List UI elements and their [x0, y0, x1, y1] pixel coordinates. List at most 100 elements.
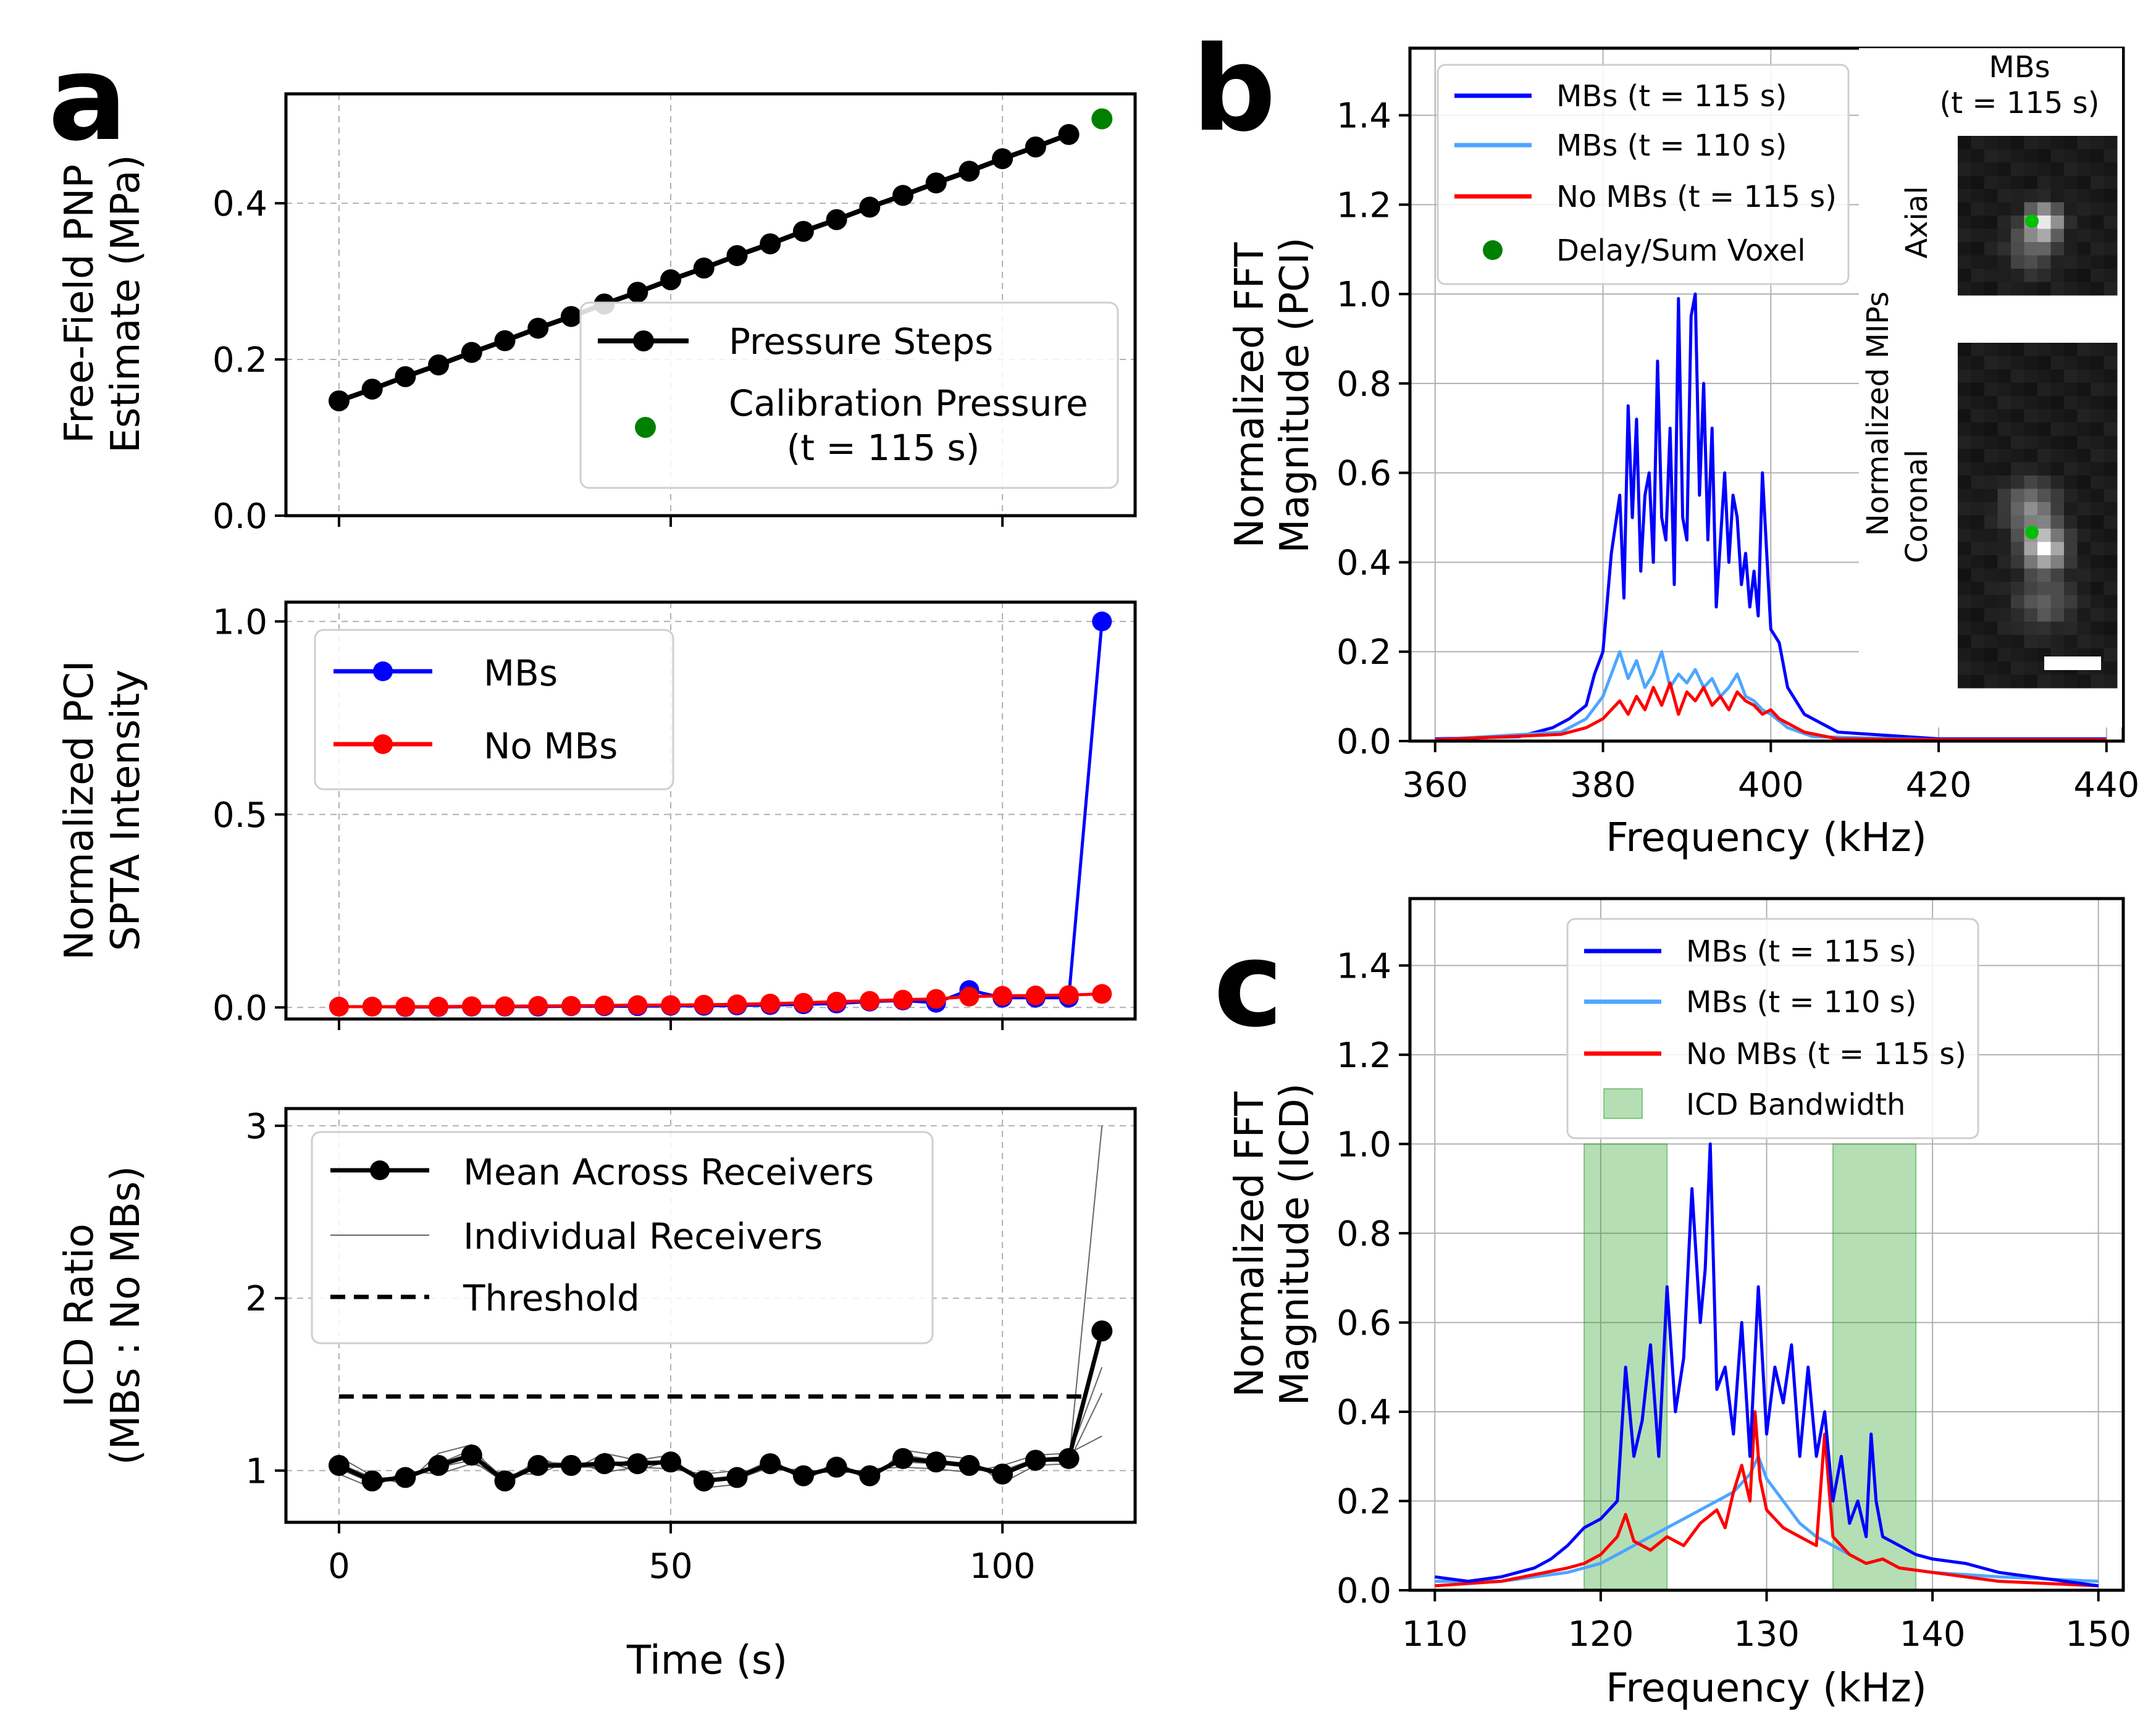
coronal-img-pixel [1997, 462, 2011, 476]
a3-legend-marker-mean [370, 1160, 390, 1180]
coronal-img-pixel [2091, 476, 2104, 489]
axial-img-pixel [1971, 175, 1985, 190]
coronal-img-pixel [2064, 382, 2078, 396]
coronal-img-pixel [2011, 502, 2024, 516]
c-ytick-label: 1.2 [1336, 1036, 1391, 1076]
inset-axial-label: Axial [1900, 186, 1934, 258]
axial-img-pixel [2024, 255, 2038, 269]
a3-point-mean [925, 1451, 947, 1473]
coronal-img-pixel [2077, 462, 2091, 476]
axial-img-pixel [2091, 242, 2104, 256]
axial-img-pixel [1984, 255, 1998, 269]
coronal-img-pixel [1958, 621, 1971, 635]
axial-img-pixel [2064, 136, 2078, 149]
a2-legend-label-mbs: MBs [484, 652, 558, 694]
axial-img-pixel [2104, 229, 2118, 243]
coronal-img-pixel [1958, 661, 1971, 675]
coronal-img-pixel [2050, 582, 2065, 595]
coronal-img-pixel [2091, 502, 2104, 516]
a1-point-pressure [958, 161, 980, 182]
coronal-img-pixel [2104, 356, 2118, 370]
coronal-img-pixel [2037, 382, 2051, 396]
coronal-img-pixel [1971, 529, 1985, 542]
coronal-img-pixel [2091, 515, 2104, 529]
axial-img-pixel [1997, 269, 2011, 282]
c-ylabel-line2: Magnitude (ICD) [1272, 1083, 1318, 1406]
coronal-img-pixel [1971, 515, 1985, 529]
axial-img-pixel [2104, 255, 2118, 269]
axial-img-pixel [1997, 242, 2011, 256]
a3-legend-label-mean: Mean Across Receivers [463, 1151, 874, 1193]
coronal-img-pixel [2037, 422, 2051, 436]
axial-img-pixel [2024, 269, 2038, 282]
axial-img-pixel [2064, 242, 2078, 256]
a3-point-mean [361, 1470, 383, 1491]
a2-point-no-mbs [429, 997, 449, 1017]
a1-point-pressure [627, 282, 648, 303]
b-legend-label-mbs115: MBs (t = 115 s) [1556, 79, 1787, 114]
coronal-img-pixel [1971, 595, 1985, 609]
axial-img-pixel [1958, 202, 1971, 216]
coronal-img-pixel [1984, 529, 1998, 542]
coronal-img-pixel [2024, 595, 2038, 609]
a3-ytick-label: 2 [245, 1279, 267, 1319]
axial-img-pixel [2037, 282, 2051, 296]
axial-img-pixel [2037, 202, 2051, 216]
a2-point-no-mbs [826, 991, 847, 1012]
coronal-img-pixel [2077, 568, 2091, 582]
coronal-img-pixel [2037, 476, 2051, 489]
coronal-img-pixel [2064, 435, 2078, 450]
axial-img-pixel [1997, 202, 2011, 216]
coronal-img-pixel [2050, 356, 2065, 370]
coronal-img-pixel [1958, 555, 1971, 569]
axial-img-pixel [2104, 149, 2118, 163]
coronal-img-pixel [2104, 595, 2118, 609]
a1-point-pressure [693, 258, 715, 279]
coronal-img-pixel [2024, 608, 2038, 622]
axial-img-pixel [2037, 229, 2051, 243]
coronal-img-pixel [2011, 476, 2024, 489]
a1-ylabel-line1: Free-Field PNP [57, 164, 103, 443]
a1-ytick-label: 0.0 [212, 497, 267, 537]
axial-img-pixel [2077, 269, 2091, 282]
coronal-img-pixel [1971, 635, 1985, 648]
coronal-img-pixel [2064, 555, 2078, 569]
axial-img-pixel [2037, 242, 2051, 256]
coronal-img-pixel [2104, 409, 2118, 423]
axial-img-pixel [1971, 149, 1985, 163]
axial-img-pixel [2077, 162, 2091, 176]
inset-title-line1: MBs [1989, 50, 2050, 85]
coronal-img-pixel [2064, 476, 2078, 489]
a1-legend: Pressure Steps Calibration Pressure (t =… [579, 301, 1119, 489]
axial-img-pixel [2037, 175, 2051, 190]
c-ytick-label: 0.4 [1336, 1393, 1391, 1433]
coronal-img-pixel [2037, 674, 2051, 689]
coronal-img-pixel [2077, 356, 2091, 370]
axial-img-pixel [2064, 282, 2078, 296]
coronal-img-pixel [2077, 422, 2091, 436]
a1-point-pressure [760, 233, 781, 254]
coronal-img-pixel [2037, 356, 2051, 370]
coronal-img-pixel [2024, 435, 2038, 450]
coronal-img-pixel [1984, 462, 1998, 476]
a2-point-mbs [1092, 611, 1112, 632]
coronal-img-pixel [1958, 409, 1971, 423]
coronal-img-pixel [2050, 529, 2065, 542]
axial-img-pixel [1971, 189, 1985, 203]
coronal-img-pixel [1997, 555, 2011, 569]
axial-img-pixel [1984, 229, 1998, 243]
coronal-img-pixel [2050, 621, 2065, 635]
a3-ytick-label: 3 [245, 1107, 267, 1147]
coronal-img-pixel [2050, 422, 2065, 436]
coronal-img-pixel [2050, 343, 2065, 356]
coronal-img-pixel [2104, 476, 2118, 489]
a3-point-mean [859, 1465, 881, 1487]
coronal-img-pixel [2024, 635, 2038, 648]
a3-legend-label-threshold: Threshold [463, 1277, 640, 1319]
coronal-img-pixel [2077, 476, 2091, 489]
coronal-img-pixel [1971, 369, 1985, 383]
axial-img-pixel [2037, 255, 2051, 269]
a2-ylabel-line1: Normalized PCI [57, 660, 103, 960]
axial-img-pixel [2064, 229, 2078, 243]
a2-point-no-mbs [461, 996, 482, 1017]
